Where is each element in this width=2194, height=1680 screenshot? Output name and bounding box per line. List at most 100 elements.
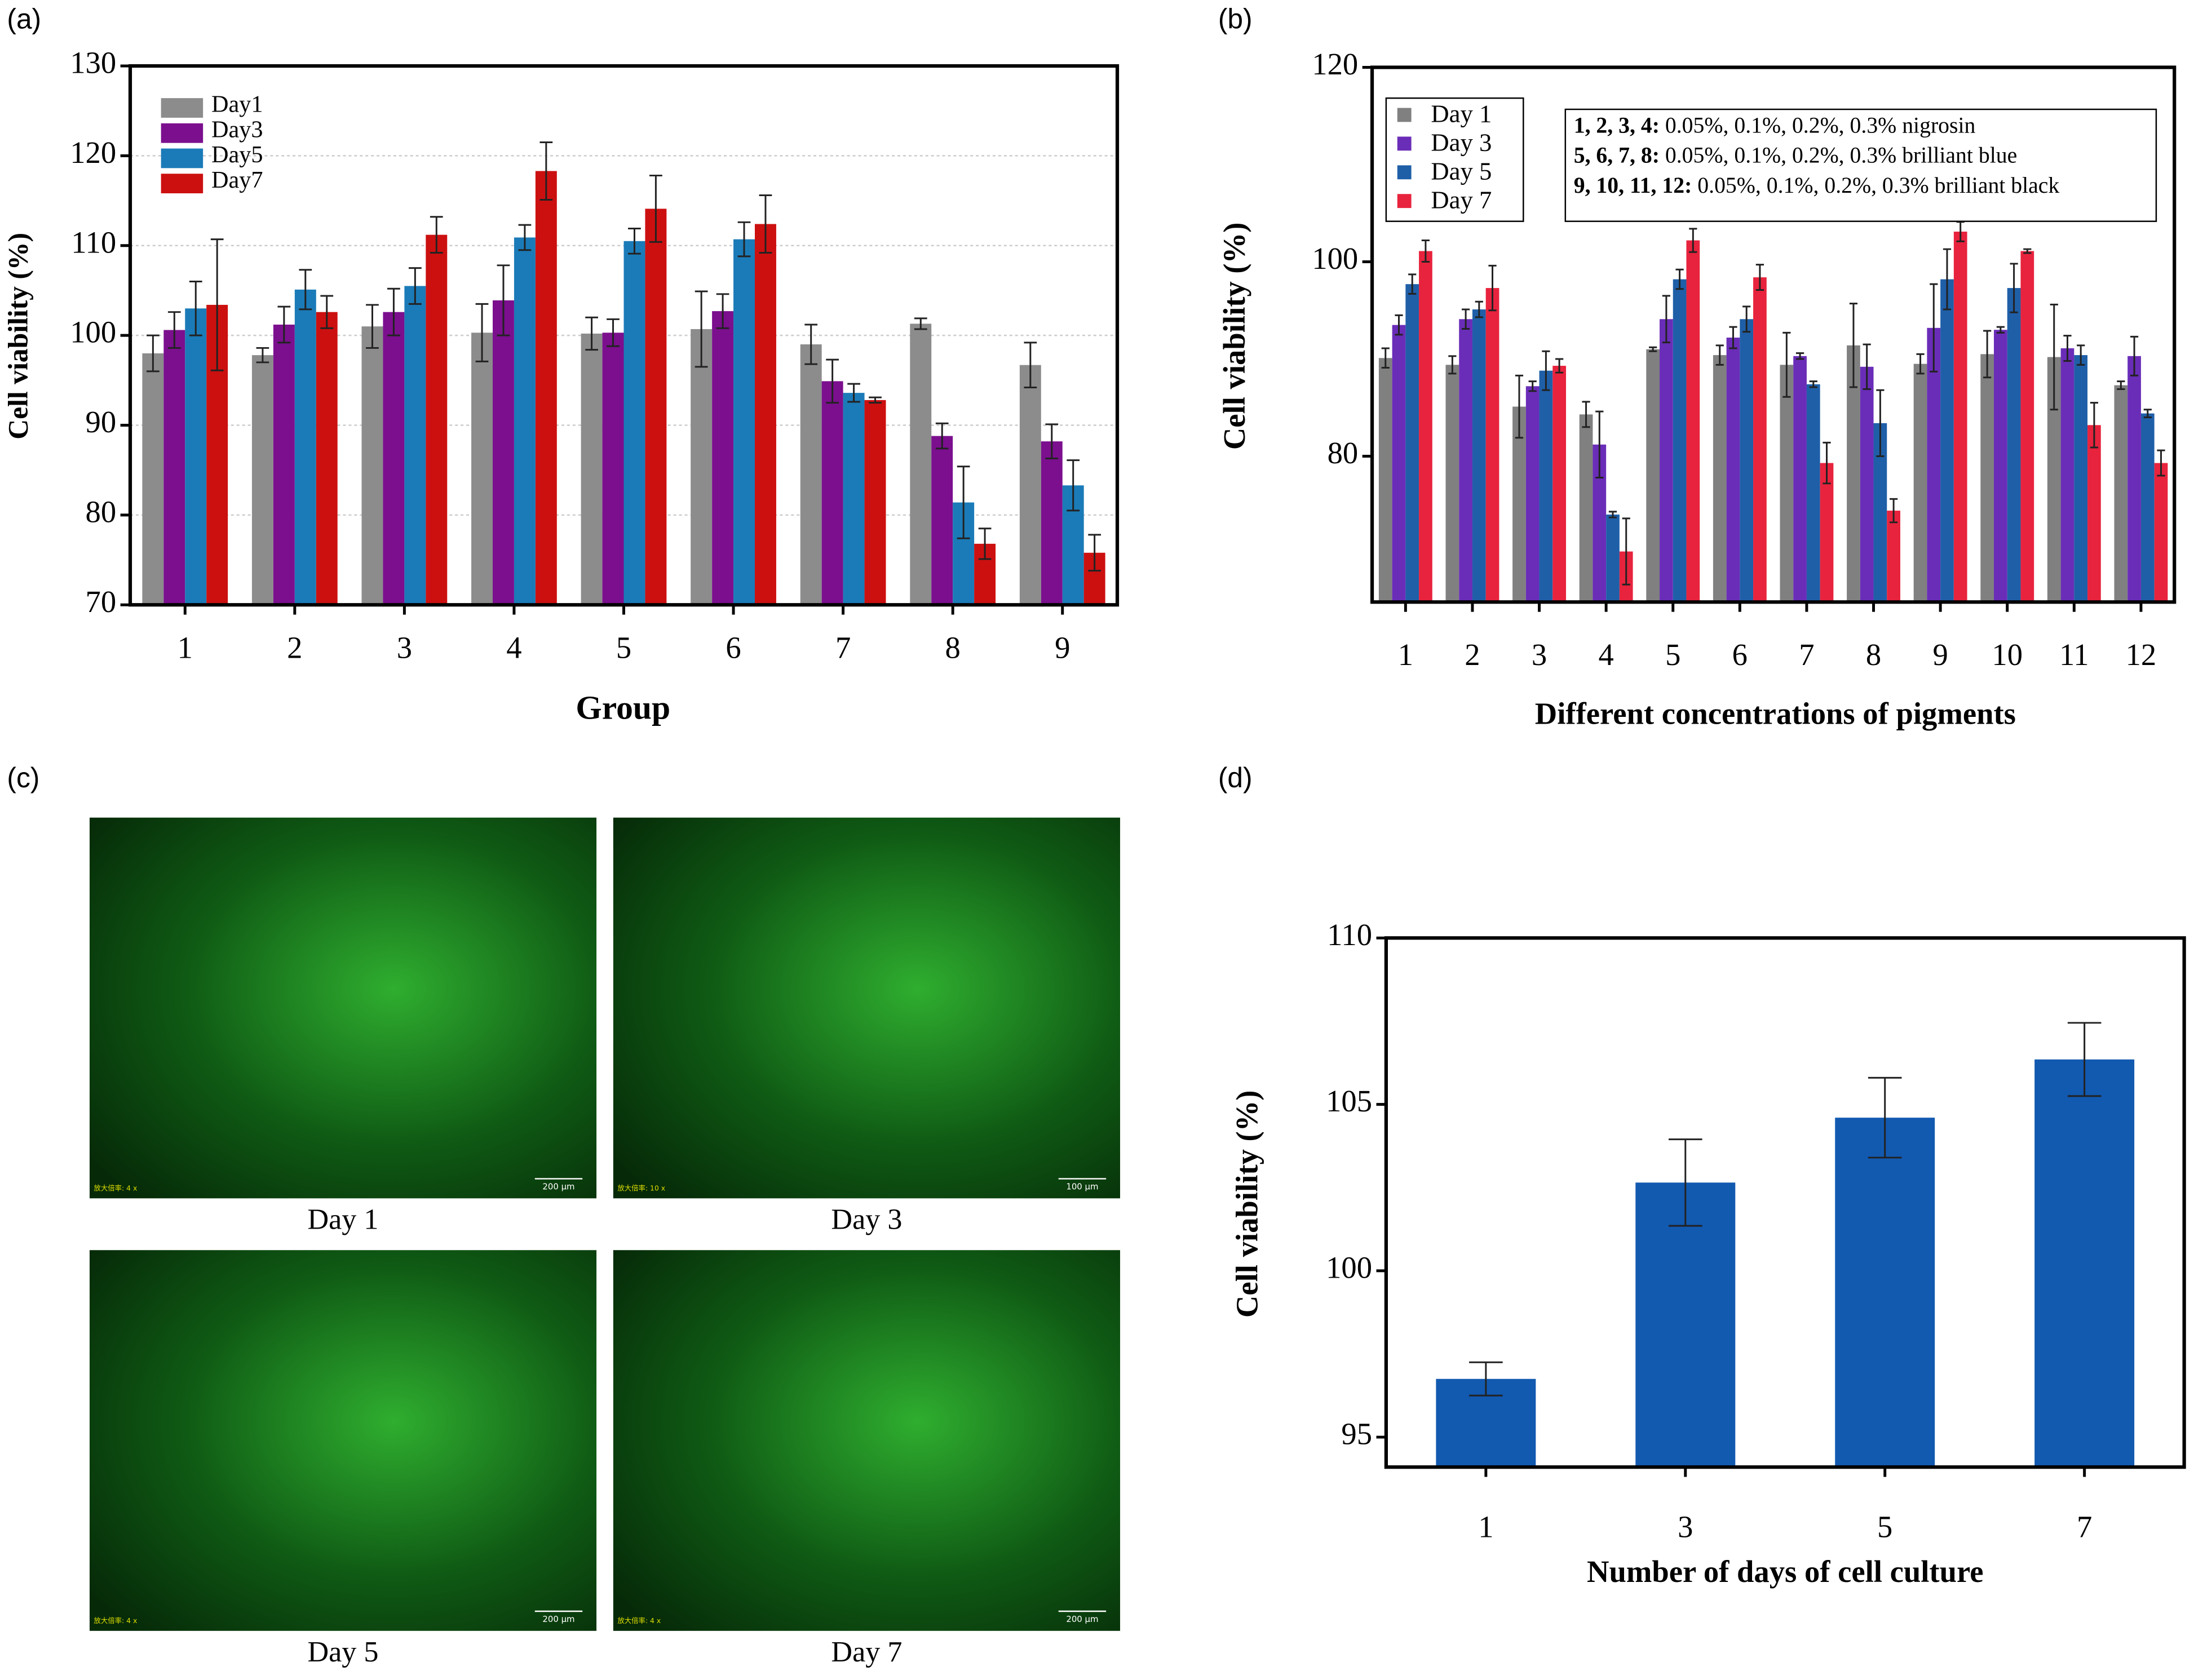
- x-tick-label: 5: [616, 631, 631, 665]
- bar: [1392, 325, 1406, 602]
- error-bar: [1475, 300, 1483, 318]
- error-bar: [1889, 498, 1898, 524]
- magnification: 放大倍率: 4 x: [94, 1183, 137, 1192]
- x-tick-label: 1: [1478, 1510, 1493, 1544]
- micrograph: [613, 817, 1120, 1199]
- error-bar: [475, 303, 489, 362]
- bar: [1835, 1118, 1935, 1468]
- bar: [2034, 1059, 2135, 1468]
- error-bar: [1448, 355, 1457, 375]
- error-bar: [167, 311, 181, 349]
- legend-label: Day 1: [1431, 100, 1492, 128]
- annotation: 9, 10, 11, 12: 0.05%, 0.1%, 0.2%, 0.3% b…: [1574, 173, 2060, 198]
- error-bar: [1996, 326, 2005, 334]
- bar: [691, 329, 713, 605]
- bar: [733, 239, 755, 605]
- bar: [1525, 386, 1540, 602]
- annotation-bold: 1, 2, 3, 4:: [1574, 113, 1660, 138]
- y-tick-label: 110: [71, 225, 116, 259]
- error-bar: [1582, 401, 1590, 428]
- error-bar: [1795, 352, 1804, 360]
- bar: [581, 333, 603, 605]
- annotation-text: 0.05%, 0.1%, 0.2%, 0.3% brilliant black: [1697, 173, 2059, 198]
- error-bar: [1868, 1076, 1902, 1159]
- bar: [1445, 365, 1459, 602]
- error-bar: [957, 466, 970, 539]
- x-axis-label: Number of days of cell culture: [1587, 1554, 1983, 1589]
- error-bar: [1515, 374, 1524, 439]
- x-tick-label: 10: [1992, 637, 2023, 672]
- error-bar: [2130, 335, 2139, 376]
- error-bar: [299, 269, 312, 311]
- x-tick-label: 11: [2059, 637, 2089, 672]
- x-tick-label: 9: [1932, 637, 1948, 672]
- annotation-text: 0.05%, 0.1%, 0.2%, 0.3% brilliant blue: [1665, 143, 2017, 168]
- error-bar: [1742, 305, 1751, 333]
- legend-swatch: [1397, 194, 1412, 209]
- annotation-box: [1564, 108, 2157, 222]
- error-bar: [430, 216, 443, 254]
- x-tick-label: 5: [1665, 637, 1680, 672]
- bar: [1552, 366, 1566, 602]
- error-bar: [408, 267, 422, 305]
- error-bar: [1381, 347, 1390, 369]
- error-bar: [1024, 342, 1037, 389]
- legend-swatch: [161, 123, 204, 143]
- y-tick-label: 100: [70, 315, 116, 349]
- error-bar: [2143, 409, 2152, 418]
- error-bar: [1622, 517, 1630, 586]
- error-bar: [2090, 402, 2099, 449]
- x-tick-label: 7: [2077, 1510, 2092, 1544]
- bar: [1740, 319, 1754, 602]
- bar: [2074, 355, 2088, 602]
- magnification: 放大倍率: 4 x: [94, 1616, 137, 1625]
- bar: [1419, 251, 1432, 602]
- bar: [1913, 364, 1927, 602]
- bar: [1713, 355, 1727, 602]
- bar: [1041, 441, 1063, 605]
- bar: [1953, 232, 1967, 602]
- legend-label: Day1: [211, 91, 263, 118]
- error-bar: [628, 227, 641, 255]
- error-bar: [1488, 264, 1497, 312]
- bar: [1887, 511, 1900, 602]
- y-tick-label: 80: [1328, 436, 1359, 470]
- legend-swatch: [1397, 136, 1412, 151]
- error-bar: [2117, 380, 2125, 390]
- error-bar: [1943, 248, 1952, 311]
- error-bar: [804, 323, 818, 365]
- error-bar: [2067, 1022, 2102, 1097]
- x-tick-label: 3: [1532, 637, 1547, 672]
- plot-frame: [1370, 65, 2177, 604]
- x-tick-label: 2: [287, 631, 302, 665]
- micrograph: [613, 1250, 1120, 1631]
- bar: [602, 333, 624, 605]
- error-bar: [1916, 353, 1925, 375]
- bar: [1606, 515, 1620, 602]
- y-tick-label: 70: [86, 584, 117, 619]
- error-bar: [1675, 268, 1684, 290]
- bar: [821, 381, 843, 605]
- legend-swatch: [161, 174, 204, 194]
- bar: [843, 393, 865, 605]
- error-bar: [1528, 380, 1537, 392]
- bar: [2154, 463, 2168, 602]
- micrograph: [89, 817, 597, 1199]
- error-bar: [1849, 303, 1858, 388]
- x-tick-label: 2: [1465, 637, 1480, 672]
- scale-bar-label: 100 μm: [1066, 1181, 1098, 1191]
- magnification: 放大倍率: 4 x: [617, 1616, 661, 1625]
- bar: [2007, 288, 2021, 602]
- error-bar: [146, 334, 160, 373]
- error-bar: [935, 422, 949, 450]
- x-tick-label: 6: [726, 631, 741, 665]
- error-bar: [585, 316, 598, 351]
- annotation-text: 0.05%, 0.1%, 0.2%, 0.3% nigrosin: [1665, 113, 1976, 138]
- error-bar: [1067, 459, 1080, 512]
- bar: [535, 171, 557, 605]
- bar: [1806, 384, 1820, 602]
- bar: [1019, 365, 1041, 605]
- magnification: 放大倍率: 10 x: [617, 1183, 665, 1192]
- error-bar: [1045, 423, 1059, 459]
